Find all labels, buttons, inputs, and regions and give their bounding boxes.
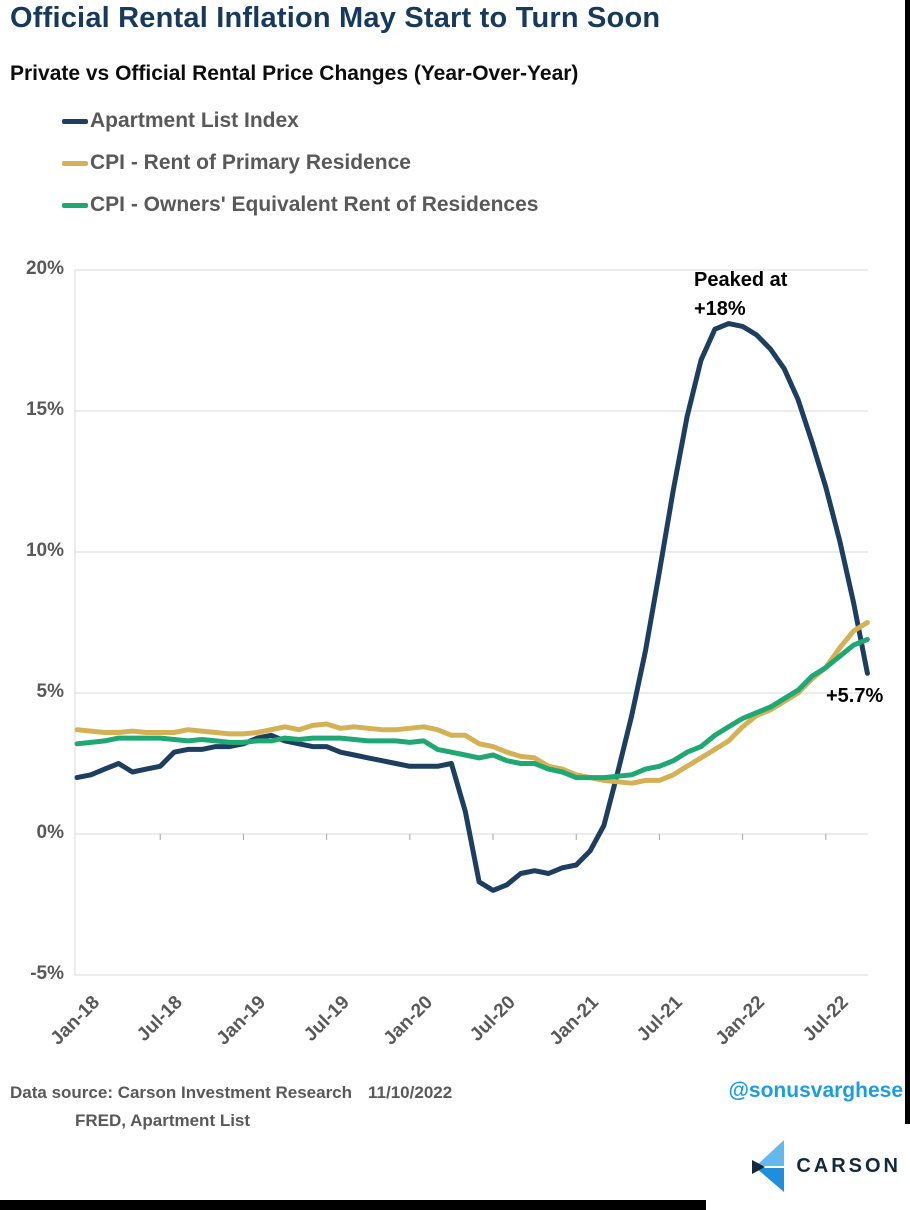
x-axis-label-Jul-18: Jul-18 [133, 992, 188, 1046]
series-line-1 [74, 620, 870, 786]
data-source-text: Data source: Carson Investment Research [10, 1083, 353, 1102]
legend-swatch-apartment-list [62, 118, 88, 124]
x-axis-label-Jul-20: Jul-20 [466, 992, 520, 1046]
frame-right-bar [905, 0, 910, 1124]
x-axis-label-Jan-19: Jan-19 [212, 992, 271, 1050]
x-axis-label-Jan-22: Jan-22 [712, 992, 770, 1050]
legend-item-cpi-oer: CPI - Owners' Equivalent Rent of Residen… [62, 192, 538, 218]
carson-logo-text: CARSON [796, 1154, 901, 1177]
series-line-0 [74, 321, 870, 893]
legend-label: CPI - Owners' Equivalent Rent of Residen… [90, 193, 539, 216]
y-axis-label-0%: 0% [36, 822, 64, 843]
legend: Apartment List Index CPI - Rent of Prima… [62, 108, 538, 218]
annotation-peak: Peaked at +18% [694, 269, 788, 320]
legend-swatch-cpi-rent [62, 160, 88, 166]
y-axis-label-20%: 20% [25, 258, 64, 279]
data-source-line2: FRED, Apartment List [75, 1111, 251, 1130]
page-title: Official Rental Inflation May Start to T… [10, 2, 661, 34]
x-axis-label-Jul-21: Jul-21 [632, 992, 687, 1046]
legend-item-cpi-rent: CPI - Rent of Primary Residence [62, 150, 538, 176]
y-axis-label-15%: 15% [25, 399, 64, 420]
legend-label: CPI - Rent of Primary Residence [90, 151, 411, 174]
y-axis-label-10%: 10% [25, 540, 64, 561]
chart-subtitle: Private vs Official Rental Price Changes… [10, 62, 579, 85]
x-axis-label-Jan-21: Jan-21 [545, 992, 604, 1050]
chart-date: 11/10/2022 [368, 1083, 453, 1102]
carson-logo-icon [752, 1140, 785, 1192]
twitter-handle[interactable]: @sonusvarghese [728, 1079, 903, 1102]
y-axis-label-5%: 5% [36, 681, 64, 702]
x-axis-label-Jan-20: Jan-20 [379, 992, 437, 1050]
x-axis-label-Jul-22: Jul-22 [798, 992, 853, 1046]
plot-svg [74, 269, 870, 976]
data-source-line1: Data source: Carson Investment Research … [10, 1083, 452, 1103]
legend-label: Apartment List Index [90, 109, 299, 132]
frame-bottom-bar [0, 1200, 706, 1210]
y-axis-label--5%: -5% [30, 963, 64, 984]
legend-item-apartment-list: Apartment List Index [62, 108, 538, 134]
x-axis-label-Jan-18: Jan-18 [46, 992, 104, 1050]
annotation-latest-value: +5.7% [826, 685, 884, 707]
x-axis-label-Jul-19: Jul-19 [299, 992, 354, 1046]
carson-logo: CARSON [750, 1140, 901, 1192]
legend-swatch-cpi-oer [62, 202, 88, 208]
series-line-2 [74, 636, 870, 781]
